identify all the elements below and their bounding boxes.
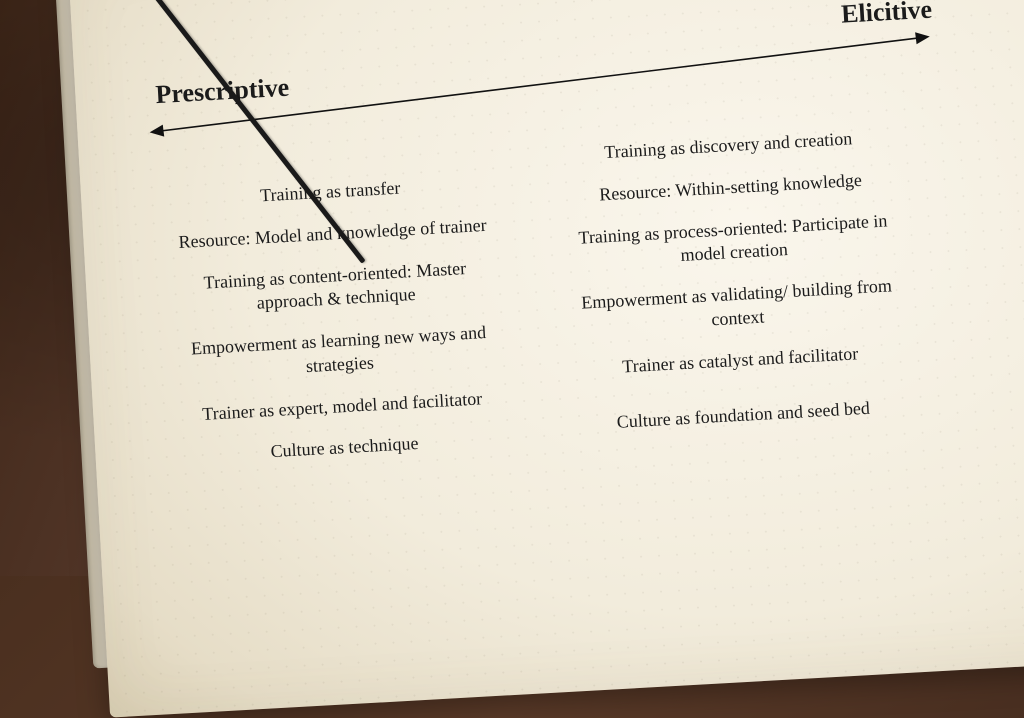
list-item: Resource: Within-setting knowledge <box>565 167 896 209</box>
notebook-page: Prescriptive Elicitive Training as trans… <box>68 0 1024 718</box>
left-column: Training as transfer Resource: Model and… <box>165 171 510 469</box>
list-item: Trainer as catalyst and facilitator <box>575 339 906 381</box>
list-item: Training as discovery and creation <box>563 125 894 167</box>
list-item: Training as content-oriented: Master app… <box>169 255 501 321</box>
list-item: Empowerment as learning new ways and str… <box>173 320 505 386</box>
headings-row: Prescriptive Elicitive <box>133 0 977 135</box>
diagram-content: Prescriptive Elicitive Training as trans… <box>133 0 995 471</box>
list-item: Training as process-oriented: Participat… <box>568 208 900 274</box>
list-item: Empowerment as validating/ building from… <box>571 274 903 340</box>
list-item: Culture as technique <box>179 427 510 469</box>
columns: Training as transfer Resource: Model and… <box>141 144 995 470</box>
list-item: Culture as foundation and seed bed <box>578 395 909 437</box>
right-column: Training as discovery and creation Resou… <box>563 125 909 447</box>
list-item: Training as transfer <box>165 171 496 213</box>
list-item: Trainer as expert, model and facilitator <box>177 385 508 427</box>
notebook: Prescriptive Elicitive Training as trans… <box>68 0 1024 718</box>
